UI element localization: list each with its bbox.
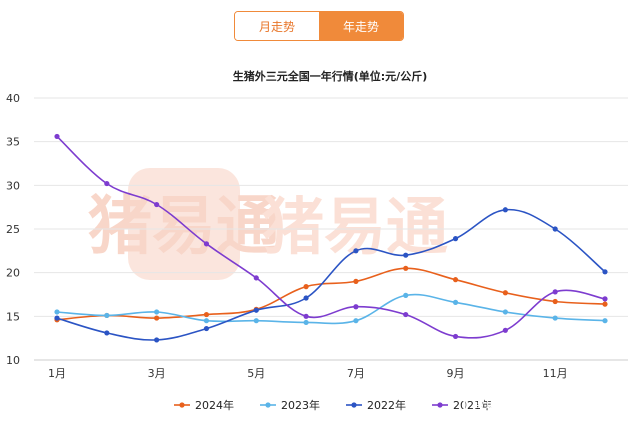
data-point[interactable] [154, 315, 160, 321]
chart-title: 生猪外三元全国一年行情(单位:元/公斤) [233, 69, 427, 83]
watermark-credit: 雪球：价值事务所 [448, 396, 576, 414]
x-axis-tick-labels: 1月 3月 5月 7月 9月 11月 [48, 367, 568, 380]
data-point[interactable] [154, 337, 160, 343]
series-line [56, 135, 606, 339]
series-2022年 [54, 207, 608, 343]
tab-monthly-trend[interactable]: 月走势 [235, 12, 319, 40]
y-tick-label: 40 [6, 92, 20, 105]
data-point[interactable] [54, 309, 60, 315]
data-point[interactable] [104, 312, 110, 319]
series-2021年 [54, 133, 608, 340]
y-axis-tick-labels: 10 15 20 25 30 35 40 [6, 92, 20, 367]
y-tick-label: 30 [6, 179, 20, 192]
data-point[interactable] [104, 180, 110, 187]
data-point[interactable] [353, 278, 359, 284]
data-point[interactable] [602, 296, 608, 302]
data-point[interactable] [253, 275, 259, 281]
legend-swatch-dot [351, 402, 357, 408]
legend-label: 2021年 [453, 398, 492, 412]
data-point[interactable] [552, 315, 558, 321]
data-point[interactable] [452, 236, 459, 242]
tab-yearly-trend[interactable]: 年走势 [319, 12, 403, 40]
data-point[interactable] [403, 252, 409, 258]
y-tick-label: 25 [6, 223, 20, 236]
data-point[interactable] [403, 292, 409, 298]
legend-swatch-dot [437, 402, 443, 408]
watermark-logo-glyph: 猪易通 [88, 190, 280, 264]
data-point[interactable] [104, 330, 110, 336]
data-point[interactable] [154, 309, 160, 315]
snowball-icon [448, 396, 466, 414]
legend-label: 2022年 [367, 398, 406, 412]
x-tick-label: 1月 [48, 367, 66, 380]
data-point[interactable] [552, 289, 558, 295]
data-point[interactable] [502, 327, 508, 333]
data-point[interactable] [552, 226, 558, 232]
data-point[interactable] [303, 295, 309, 301]
data-point[interactable] [502, 309, 508, 315]
data-point[interactable] [602, 269, 608, 275]
x-tick-label: 5月 [247, 367, 265, 380]
legend-item[interactable]: 2022年 [346, 398, 406, 412]
legend-item[interactable]: 2024年 [174, 398, 234, 412]
legend-item[interactable]: 2023年 [260, 398, 320, 412]
data-point[interactable] [54, 315, 60, 321]
data-point[interactable] [452, 333, 459, 340]
data-point[interactable] [203, 318, 210, 324]
data-point[interactable] [54, 133, 60, 140]
series-line [56, 293, 606, 325]
data-point[interactable] [353, 248, 359, 254]
y-tick-label: 10 [6, 354, 20, 367]
legend-label: 2024年 [195, 398, 234, 412]
series-line [56, 267, 606, 321]
period-tab-group: 月走势 年走势 [234, 11, 404, 41]
x-tick-label: 11月 [543, 367, 568, 380]
data-point[interactable] [203, 241, 210, 247]
data-point[interactable] [253, 318, 259, 324]
data-point[interactable] [452, 277, 459, 283]
y-tick-label: 20 [6, 267, 20, 280]
data-point[interactable] [552, 298, 558, 305]
data-point[interactable] [303, 319, 309, 326]
legend-label: 2023年 [281, 398, 320, 412]
legend-swatch-dot [179, 402, 185, 408]
data-point[interactable] [403, 311, 409, 318]
legend-item[interactable]: 2021年 [432, 398, 492, 412]
x-tick-label: 3月 [148, 367, 166, 380]
watermark-logo-badge [128, 168, 240, 280]
watermark-logo: 猪易通 [88, 168, 280, 280]
data-point[interactable] [303, 284, 309, 290]
data-point[interactable] [602, 318, 608, 324]
data-point[interactable] [602, 301, 608, 307]
data-point[interactable] [303, 313, 309, 319]
data-point[interactable] [452, 299, 459, 305]
data-point[interactable] [203, 325, 210, 332]
data-point[interactable] [502, 207, 508, 213]
data-point[interactable] [403, 265, 409, 271]
series-2023年 [54, 292, 608, 326]
y-tick-label: 35 [6, 136, 20, 149]
y-tick-label: 15 [6, 310, 20, 323]
data-point[interactable] [203, 311, 210, 318]
watermark-credit-text: 雪球：价值事务所 [472, 397, 576, 413]
data-point[interactable] [353, 304, 359, 310]
series-lines [54, 133, 608, 343]
data-point[interactable] [253, 307, 259, 313]
data-point[interactable] [353, 318, 359, 324]
legend-swatch-dot [265, 402, 271, 408]
x-tick-label: 9月 [447, 367, 465, 380]
data-point[interactable] [502, 290, 508, 296]
x-tick-label: 7月 [347, 367, 365, 380]
data-point[interactable] [154, 201, 160, 208]
legend: 2024年 2023年 2022年 2021年 [174, 398, 492, 412]
